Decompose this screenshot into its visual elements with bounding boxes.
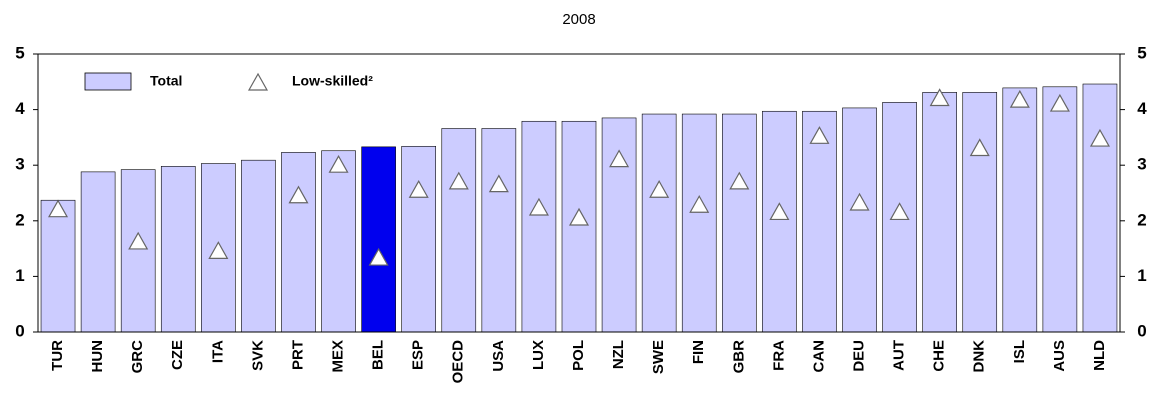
marker [528,197,549,216]
bar [721,113,757,333]
marker [889,202,910,221]
bar [160,166,196,333]
bar [441,128,477,333]
x-tick-label: GBR [730,340,747,374]
marker [208,241,229,259]
x-tick-label: NLD [1091,340,1108,371]
marker [328,154,349,173]
x-tick-label: DNK [971,340,988,373]
x-tick-label: NZL [610,340,627,369]
bar [40,199,76,333]
x-tick-label: ESP [410,340,427,370]
y-tick-label: 1 [15,266,24,285]
x-tick-label: GRC [129,340,146,374]
marker [1049,93,1070,112]
x-tick-label: POL [570,340,587,371]
marker [48,199,69,218]
marker [488,174,509,193]
x-tick-label: PRT [289,340,306,370]
marker [448,171,469,190]
bar [241,159,276,333]
marker [809,126,830,144]
marker [368,247,389,266]
legend-marker [247,72,269,91]
bar [401,145,437,333]
legend-label: Low-skilled² [292,73,373,89]
bar [882,102,917,333]
x-tick-label: FRA [770,340,787,371]
bar [521,120,557,333]
marker [929,88,950,107]
bar [1082,83,1118,333]
y2-tick-label: 5 [1137,43,1146,62]
bar [321,150,356,333]
bar [120,169,156,333]
x-tick-label: CAN [810,340,827,373]
marker [128,231,149,250]
x-tick-label: SVK [249,340,266,371]
marker [649,179,670,198]
x-tick-label: CZE [169,340,186,370]
x-tick-label: USA [490,340,507,372]
bar [481,128,517,333]
x-tick-label: AUT [891,340,908,371]
y2-tick-label: 2 [1137,210,1146,229]
plot-frame [37,53,1121,333]
x-tick-label: MEX [330,340,347,373]
bar [80,171,116,333]
marker [769,202,790,221]
bar [922,92,957,333]
marker [288,185,309,204]
bar [561,120,597,333]
x-tick-label: LUX [530,340,547,370]
x-tick-label: SWE [650,340,667,374]
y-tick-label: 2 [15,210,24,229]
bar [681,113,717,333]
bar [641,113,677,333]
x-tick-label: BEL [370,340,387,370]
y2-tick-label: 4 [1137,99,1147,118]
y2-tick-label: 1 [1137,266,1146,285]
bar [962,92,998,333]
bar [842,107,877,333]
marker [1009,89,1030,108]
x-tick-label: TUR [49,340,66,371]
x-tick-label: HUN [89,340,106,373]
chart-title: 2008 [562,11,595,28]
x-tick-label: FIN [690,340,707,364]
marker [729,171,750,190]
x-tick-label: CHE [931,340,948,372]
marker [1089,128,1110,147]
x-tick-label: DEU [850,340,867,372]
legend-swatch [84,72,132,91]
legend-label: Total [150,73,182,89]
x-tick-label: AUS [1051,340,1068,372]
marker [408,179,429,198]
bar [1002,87,1038,333]
x-tick-label: ISL [1011,340,1028,363]
bar [802,110,837,333]
y-tick-label: 5 [15,43,24,62]
x-tick-label: ITA [209,340,226,363]
bar [762,110,797,333]
y2-tick-label: 0 [1137,321,1146,340]
marker [849,192,870,211]
y2-tick-label: 3 [1137,155,1146,174]
y-tick-label: 0 [15,321,24,340]
x-tick-label: OECD [450,340,467,384]
y-tick-label: 4 [15,99,25,118]
bar [1042,86,1078,333]
marker [568,207,590,226]
marker [969,138,990,157]
bar [361,146,396,333]
bar [281,152,316,333]
marker [689,195,710,213]
y-tick-label: 3 [15,155,24,174]
marker [609,149,630,168]
